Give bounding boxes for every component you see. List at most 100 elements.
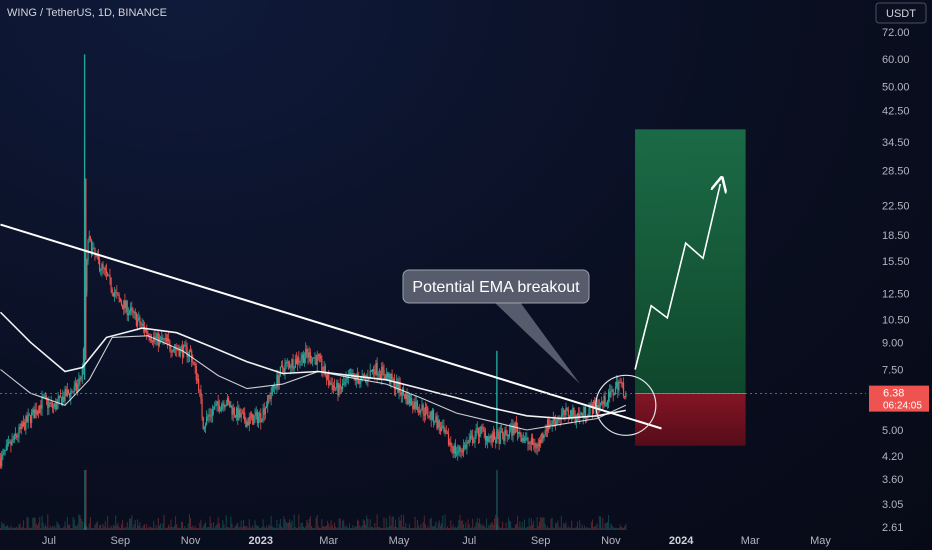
volume-bar — [51, 526, 53, 530]
candle-body — [559, 419, 561, 420]
volume-bar — [332, 528, 334, 530]
candle-body — [78, 378, 80, 385]
volume-bar — [517, 515, 519, 530]
volume-bar — [219, 527, 221, 530]
loss-zone[interactable] — [635, 393, 746, 446]
candle-body — [108, 274, 110, 276]
volume-bar — [103, 526, 105, 530]
volume-bar — [39, 517, 41, 530]
candle-body — [41, 396, 43, 409]
candle-body — [556, 418, 558, 425]
candle-body — [542, 433, 544, 439]
candle-body — [557, 418, 559, 421]
last-price-value: 6.38 — [883, 388, 904, 400]
candle-body — [135, 313, 138, 326]
volume-bar — [167, 527, 169, 530]
volume-bar — [240, 520, 242, 530]
candle-body — [240, 413, 242, 418]
volume-bar — [550, 518, 552, 530]
projection-arrow-layer[interactable] — [634, 184, 720, 370]
candle-body — [294, 359, 296, 368]
volume-bar — [385, 518, 387, 530]
time-axis[interactable]: Jul Sep Nov 2023 Mar May Jul Sep Nov 2024 Mar May — [42, 535, 831, 547]
volume-bar — [586, 526, 588, 530]
candle-body — [538, 440, 541, 446]
price-tick-label: 15.50 — [882, 256, 910, 268]
candle-body — [605, 405, 607, 406]
candle-body — [363, 374, 366, 377]
volume-bar — [460, 520, 462, 530]
candle-body — [300, 359, 302, 362]
descending-trendline[interactable] — [0, 223, 662, 430]
volume-bar — [465, 522, 467, 530]
volume-bar — [347, 527, 349, 530]
volume-bar — [518, 527, 520, 530]
candle-body — [59, 395, 62, 398]
candle-body — [588, 408, 590, 416]
candle-body — [92, 248, 94, 255]
profit-zone[interactable] — [635, 129, 746, 394]
candle-body — [407, 394, 409, 404]
volume-bar — [594, 526, 596, 530]
volume-bar — [210, 522, 212, 530]
volume-bar — [380, 527, 382, 530]
volume-bar — [529, 526, 531, 530]
volume-bar — [534, 527, 536, 530]
symbol-title[interactable]: WING / TetherUS, 1D, BINANCE — [7, 7, 167, 19]
candle-body — [362, 374, 364, 376]
volume-bar — [291, 520, 293, 530]
projection-arrow[interactable] — [634, 184, 720, 370]
breakout-highlight-circle[interactable] — [595, 374, 657, 436]
candle-body — [93, 247, 95, 249]
volume-bar — [513, 528, 515, 530]
volume-bar — [613, 527, 615, 530]
candle-body — [237, 407, 239, 420]
volume-bar — [244, 525, 246, 530]
price-tick-label: 22.50 — [882, 201, 910, 213]
candle-body — [101, 264, 103, 270]
price-axis[interactable]: 72.00 60.00 50.00 42.50 34.50 28.50 22.50 18.50… — [882, 27, 910, 534]
breakout-circle-layer[interactable] — [595, 374, 657, 436]
volume-bar — [597, 527, 599, 530]
candle-body — [11, 439, 13, 446]
volume-bar — [104, 521, 106, 530]
candle-body — [384, 376, 386, 380]
candle-body — [184, 344, 186, 346]
volume-spike — [84, 470, 86, 530]
candle-body — [64, 389, 66, 401]
volume-bar — [361, 525, 363, 530]
volume-bar — [484, 527, 486, 530]
volume-bar — [398, 516, 400, 530]
volume-bar — [393, 526, 395, 530]
volume-bar — [275, 527, 277, 530]
candle-body — [63, 396, 65, 401]
currency-badge[interactable]: USDT — [875, 2, 927, 24]
callout-annotation[interactable]: Potential EMA breakout — [402, 269, 590, 384]
volume-bar — [53, 527, 55, 530]
candle-body — [199, 389, 201, 391]
volume-bar — [618, 527, 620, 530]
volume-bar — [395, 519, 397, 530]
volume-bar — [411, 527, 413, 530]
candle-body — [113, 292, 116, 297]
volume-bar — [497, 517, 499, 530]
volume-bar — [458, 520, 460, 530]
candle-body — [272, 385, 275, 388]
volume-bar — [122, 519, 124, 530]
candle-body — [139, 317, 141, 325]
position-tool[interactable] — [635, 129, 746, 446]
candle-body — [260, 413, 262, 423]
volume-bar — [11, 527, 13, 530]
candle-body — [156, 333, 158, 338]
volume-bar — [297, 527, 299, 530]
candle-body — [259, 413, 261, 417]
volume-bar — [487, 528, 489, 530]
candle-body — [10, 441, 12, 446]
volume-bar — [81, 521, 83, 530]
candle-body — [154, 336, 156, 340]
trendline-layer[interactable] — [0, 223, 662, 430]
volume-bar — [108, 527, 110, 530]
candle-body — [49, 402, 51, 404]
volume-bar — [251, 527, 253, 530]
